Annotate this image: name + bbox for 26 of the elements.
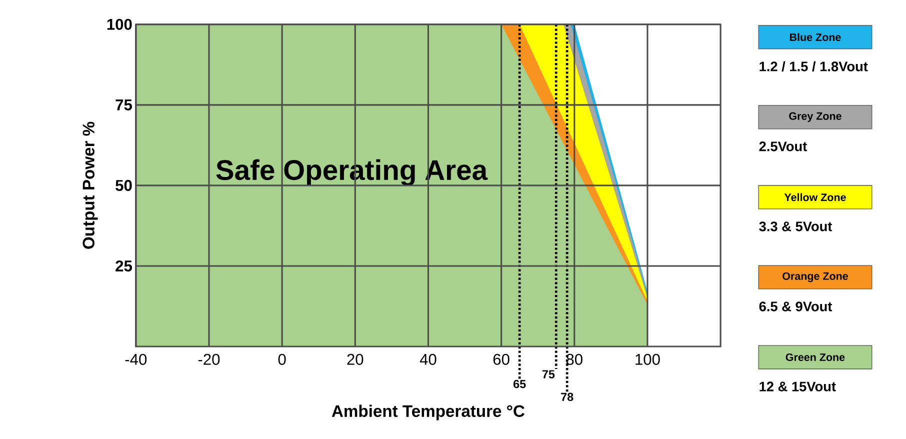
x-tick-label: 60: [493, 354, 510, 365]
ref-line-label: 75: [542, 370, 555, 378]
text: Grey Zone: [789, 112, 842, 122]
text: Green Zone: [786, 353, 845, 361]
x-tick-label: 100: [636, 354, 660, 365]
ref-line-label: 65: [513, 380, 526, 388]
text: Blue Zone: [790, 33, 841, 41]
y-tick-label: 100: [107, 18, 132, 30]
y-axis-title: Output Power %: [82, 122, 98, 249]
text: Orange Zone: [782, 272, 848, 282]
text: 6.5 & 9Vout: [759, 302, 832, 312]
x-tick-label: 20: [347, 354, 364, 365]
y-tick-label: 50: [116, 180, 132, 191]
text: 1.2 / 1.5 / 1.8Vout: [760, 61, 868, 72]
text: 2.5Vout: [759, 141, 807, 152]
text: 3.3 & 5Vout: [759, 221, 832, 232]
text: Yellow Zone: [784, 193, 846, 201]
x-tick-label: 0: [278, 354, 286, 365]
y-tick-label: 25: [116, 260, 132, 272]
x-axis-title: Ambient Temperature °C: [332, 404, 524, 420]
y-tick-label: 75: [116, 99, 132, 110]
x-tick-label: -20: [198, 354, 220, 365]
x-tick-label: 40: [420, 354, 436, 365]
x-tick-label: -40: [125, 354, 147, 365]
ref-line-label: 78: [561, 392, 574, 401]
text: 12 & 15Vout: [760, 382, 836, 392]
